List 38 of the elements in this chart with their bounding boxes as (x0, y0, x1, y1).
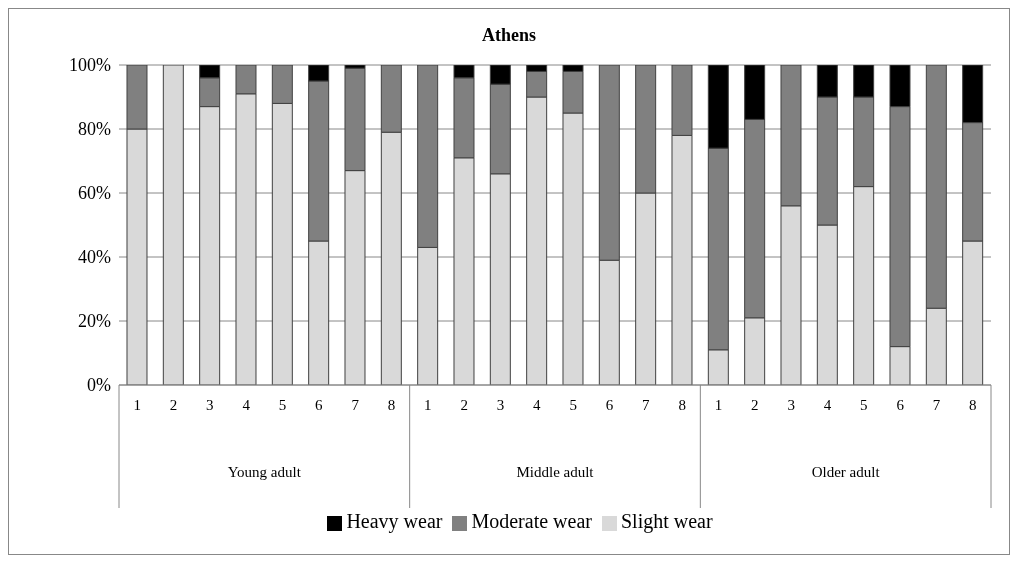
x-tick-label: 4 (242, 396, 251, 413)
x-tick-label: 3 (787, 396, 795, 413)
x-tick-label: 8 (969, 396, 977, 413)
legend-label: Heavy wear (346, 510, 443, 532)
x-tick-label: 7 (932, 396, 941, 413)
x-tick-label: 6 (315, 396, 324, 413)
x-tick-label: 5 (860, 396, 868, 413)
x-tick-label: 8 (387, 396, 396, 413)
x-tick-label: 3 (206, 396, 214, 413)
x-tick-label: 7 (642, 396, 651, 413)
x-tick-label: 5 (569, 396, 577, 413)
text: Middle adult (516, 464, 595, 480)
x-tick-label: 1 (133, 396, 141, 413)
chart-title: Athens (481, 24, 537, 47)
legend-label: Moderate wear (471, 510, 592, 532)
x-tick-label: 1 (424, 396, 432, 413)
x-tick-label: 4 (533, 396, 542, 413)
x-tick-label: 6 (605, 396, 614, 413)
y-tick-label: 60% (78, 183, 111, 204)
x-tick-label: 8 (678, 396, 686, 413)
x-tick-label: 2 (460, 396, 468, 413)
x-tick-label: 2 (169, 396, 178, 413)
y-tick-label: 100% (69, 55, 111, 76)
y-tick-label: 0% (87, 375, 111, 396)
x-tick-label: 3 (496, 396, 505, 413)
text: Older adult (811, 464, 881, 480)
y-tick-label: 40% (78, 247, 111, 268)
x-tick-label: 5 (278, 396, 287, 413)
x-tick-label: 2 (751, 396, 759, 413)
x-tick-label: 7 (351, 396, 360, 413)
text: Young adult (227, 464, 302, 480)
y-tick-label: 20% (78, 311, 111, 332)
x-tick-label: 1 (714, 396, 723, 413)
y-tick-label: 80% (78, 119, 111, 140)
x-tick-label: 6 (896, 396, 905, 413)
x-tick-label: 4 (823, 396, 832, 413)
legend-label: Slight wear (620, 510, 713, 532)
bar (162, 65, 184, 385)
